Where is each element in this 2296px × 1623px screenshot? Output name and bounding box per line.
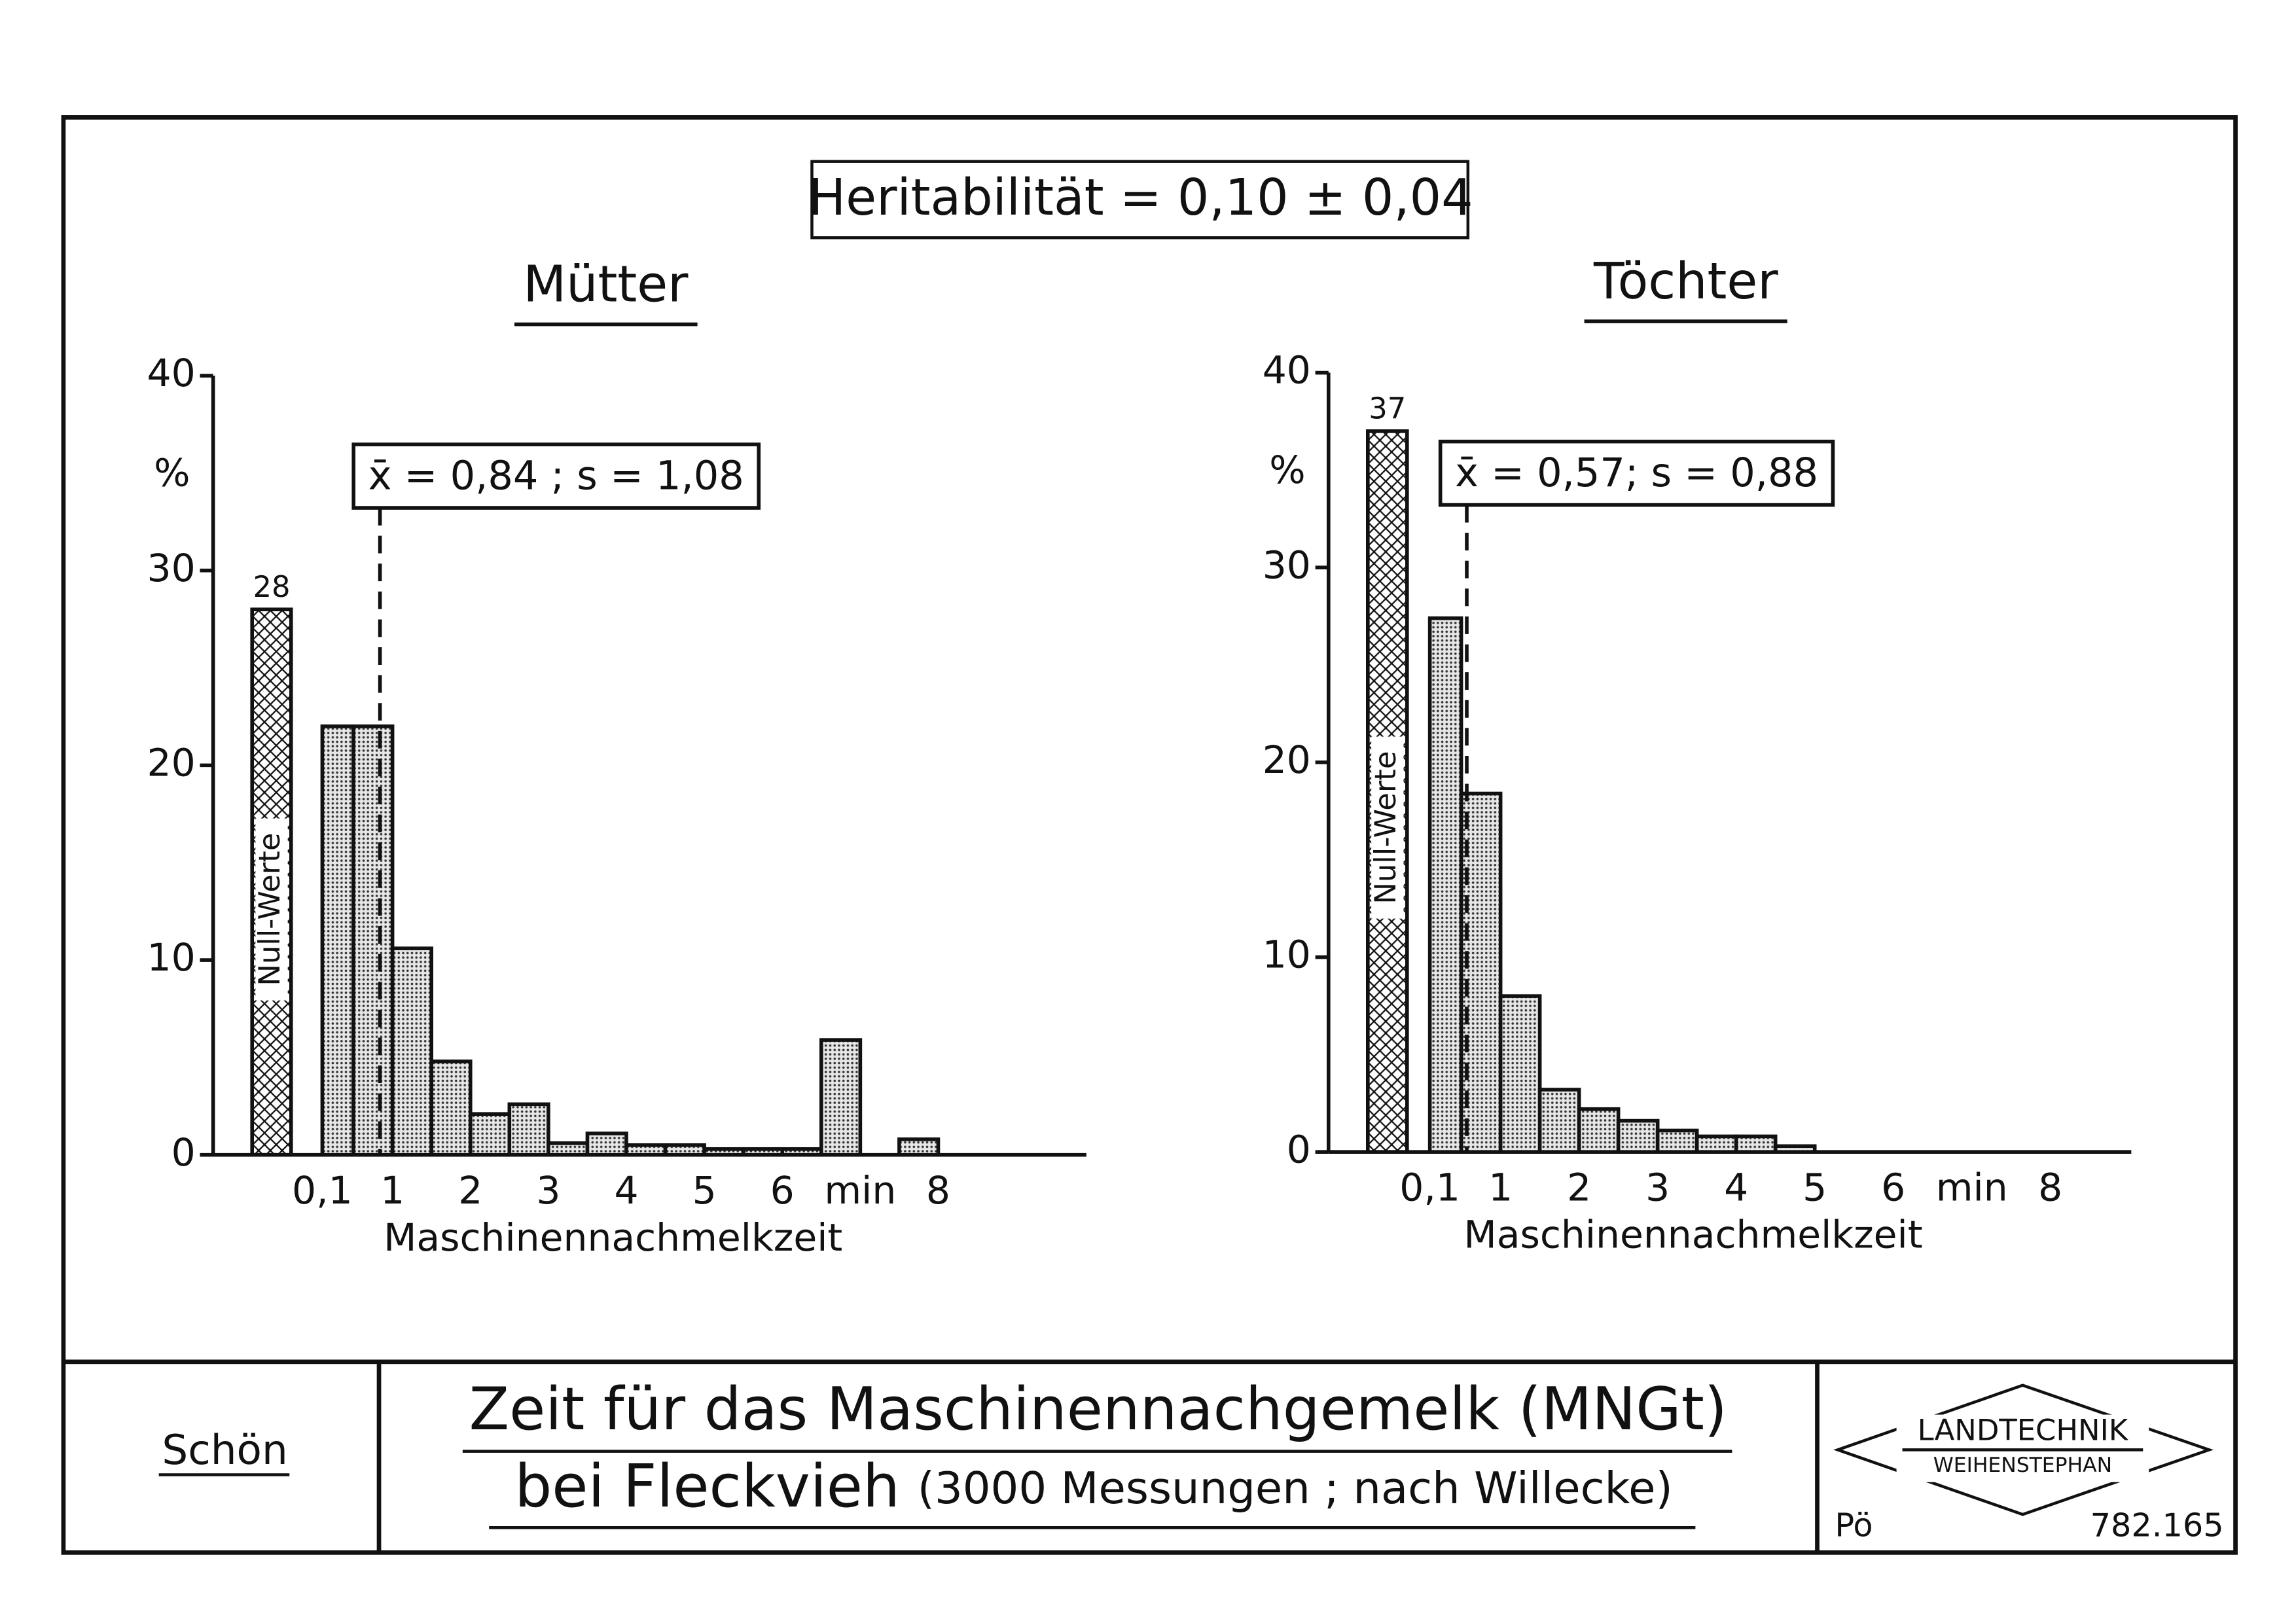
bar <box>1616 1118 1660 1154</box>
y-tick-label: 30 <box>147 546 196 590</box>
x-tick-label: 2 <box>458 1168 482 1213</box>
x-tick-label: 1 <box>1488 1166 1513 1210</box>
y-tick-label: 10 <box>147 935 196 980</box>
null-value-label: 37 <box>1369 391 1406 425</box>
bar <box>507 1102 550 1157</box>
x-tick-label: 1 <box>380 1168 404 1213</box>
null-label-plate <box>255 818 288 1001</box>
x-tick-label: 3 <box>1645 1166 1670 1210</box>
x-tick-label: 6 <box>1881 1166 1905 1210</box>
x-tick-label: 0,1 <box>292 1168 353 1213</box>
x-tick-label: 0,1 <box>1399 1166 1460 1210</box>
bar <box>320 724 355 1157</box>
bar <box>780 1147 823 1157</box>
x-tick-label: 5 <box>1803 1166 1827 1210</box>
bar <box>429 1060 473 1157</box>
x-tick-label: 8 <box>2038 1166 2062 1210</box>
heritability: Heritabilität = 0,10 ± 0,04 <box>808 168 1473 226</box>
null-label: Null-Werte <box>252 833 287 986</box>
logo-text: LANDTECHNIK <box>1918 1412 2129 1447</box>
y-axis-label: % <box>1269 448 1305 492</box>
x-tick-label: 3 <box>536 1168 560 1213</box>
bar <box>390 946 433 1157</box>
logo-text: WEIHENSTEPHAN <box>1933 1454 2112 1477</box>
annotation-box <box>1438 439 1835 507</box>
y-tick-label: 0 <box>1287 1127 1311 1171</box>
y-tick-label: 20 <box>147 740 196 785</box>
x-tick-label: 6 <box>770 1168 795 1213</box>
x-tick-label: 4 <box>614 1168 638 1213</box>
y-tick-label: 40 <box>147 351 196 395</box>
x-tick-label: 2 <box>1567 1166 1591 1210</box>
bar <box>351 724 395 1157</box>
null-label: Null-Werte <box>1368 751 1403 904</box>
y-axis-label: % <box>154 451 190 495</box>
bar <box>1655 1128 1699 1154</box>
heritability-box <box>810 160 1470 240</box>
initials: Pö <box>1835 1507 1873 1544</box>
chart-title: Töchter <box>1593 252 1778 310</box>
x-tick-label: min <box>824 1168 896 1213</box>
chart-title: Mütter <box>523 255 689 313</box>
logo-diamond <box>1833 1383 2214 1516</box>
null-label-plate <box>1371 736 1404 919</box>
bar <box>702 1147 745 1157</box>
y-tick-label: 0 <box>171 1130 196 1175</box>
x-tick-label: 4 <box>1724 1166 1748 1210</box>
bar <box>624 1143 668 1157</box>
null-value-label: 28 <box>253 569 290 604</box>
y-tick-label: 10 <box>1263 933 1311 977</box>
drawing-number: 782.165 <box>2090 1507 2224 1544</box>
bar <box>819 1038 863 1157</box>
bar <box>1695 1134 1738 1154</box>
bar <box>897 1137 941 1157</box>
footer-title: bei Fleckvieh (3000 Messungen ; nach Will… <box>514 1454 1672 1522</box>
footer-title-note: (3000 Messungen ; nach Willecke) <box>918 1463 1673 1514</box>
y-tick-label: 40 <box>1263 348 1311 393</box>
annotation: x̄ = 0,84 ; s = 1,08 <box>368 454 744 499</box>
annotation-box <box>351 442 761 510</box>
bar <box>468 1112 512 1157</box>
x-tick-label: min <box>1936 1166 2008 1210</box>
bar <box>663 1143 706 1157</box>
x-tick-label: 8 <box>926 1168 950 1213</box>
footer-title: Zeit für das Maschinennachgemelk (MNGt) <box>469 1376 1727 1444</box>
y-tick-label: 30 <box>1263 543 1311 587</box>
annotation: x̄ = 0,57; s = 0,88 <box>1455 450 1818 496</box>
y-tick-label: 20 <box>1263 738 1311 782</box>
bar <box>1577 1107 1621 1154</box>
x-axis-label: Maschinennachmelkzeit <box>384 1215 842 1260</box>
bar <box>1427 616 1463 1154</box>
bar <box>585 1132 628 1157</box>
bar <box>741 1147 785 1157</box>
footer-title-main: bei Fleckvieh <box>514 1454 900 1522</box>
bar <box>1498 994 1542 1154</box>
bar <box>1734 1134 1778 1154</box>
author: Schön <box>162 1426 287 1474</box>
outer-frame <box>61 115 2238 1555</box>
bar <box>1773 1144 1817 1154</box>
x-tick-label: 5 <box>692 1168 717 1213</box>
bar <box>547 1141 590 1157</box>
bar <box>1537 1088 1581 1154</box>
x-axis-label: Maschinennachmelkzeit <box>1463 1212 1922 1257</box>
